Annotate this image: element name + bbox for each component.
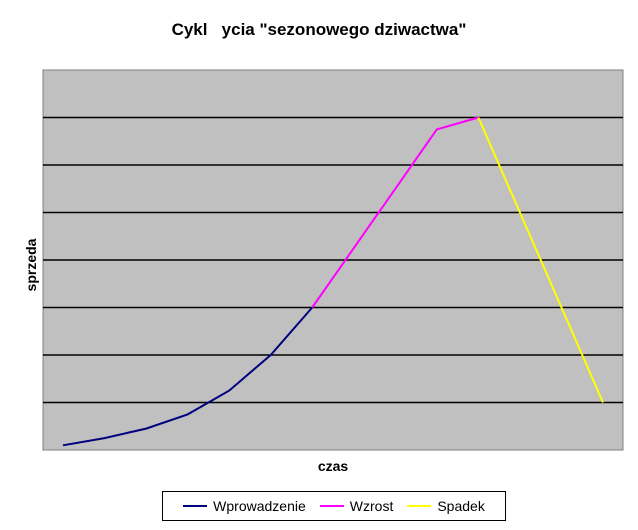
legend-label-wzrost: Wzrost <box>349 498 394 514</box>
legend: Wprowadzenie Wzrost Spadek <box>162 491 506 521</box>
legend-label-spadek: Spadek <box>437 498 485 514</box>
legend-item-wzrost: Wzrost <box>319 498 394 514</box>
x-axis-label: czas <box>318 458 349 474</box>
chart-area: czas sprzeda <box>23 69 624 474</box>
series-line-wprowadzenie <box>62 306 313 447</box>
legend-swatch-spadek <box>407 505 432 507</box>
gridlines <box>43 116 623 404</box>
series-line-spadek <box>477 117 604 403</box>
legend-label-wprowadzenie: Wprowadzenie <box>213 498 306 514</box>
legend-item-wprowadzenie: Wprowadzenie <box>183 498 306 514</box>
legend-swatch-wzrost <box>319 505 344 507</box>
y-axis-label: sprzeda <box>23 238 39 291</box>
legend-swatch-wprowadzenie <box>183 505 208 507</box>
series-line-wzrost <box>311 116 479 309</box>
chart-title: Cykl ycia "sezonowego dziwactwa" <box>171 20 467 39</box>
legend-item-spadek: Spadek <box>407 498 485 514</box>
series-lines <box>62 116 604 447</box>
